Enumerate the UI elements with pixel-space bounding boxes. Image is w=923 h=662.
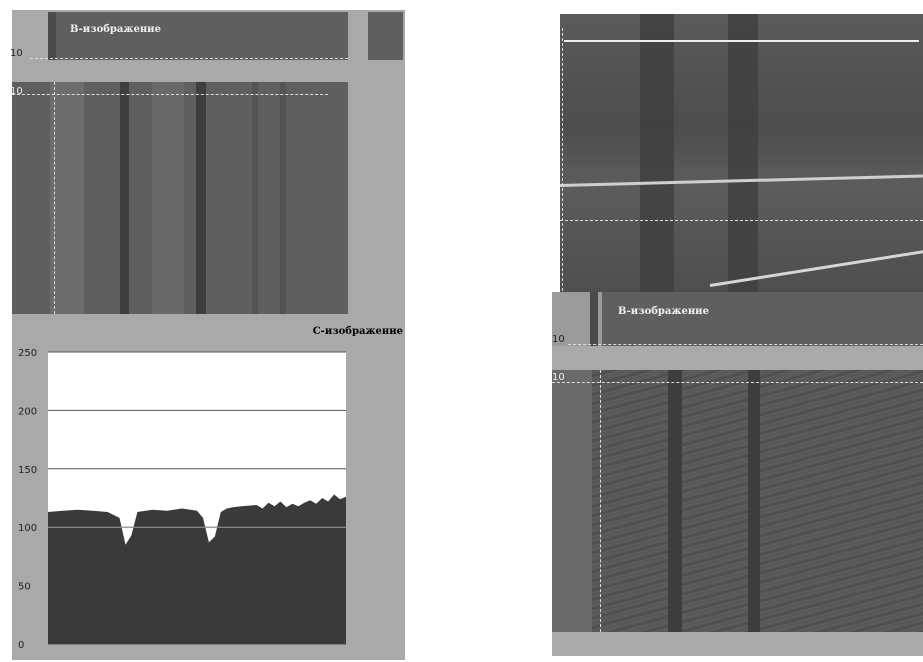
- right-b-scan-left-gate: [562, 28, 563, 296]
- right-b-scan-top-line: [564, 40, 919, 42]
- right-c-scan-depth-marker: 10: [552, 372, 565, 383]
- right-panel: B-изображение 10 10: [552, 10, 923, 660]
- right-c-scan-shadow-1: [668, 370, 682, 632]
- left-c-scan-label: C-изображение: [312, 326, 403, 337]
- right-b-scan-header: B-изображение: [552, 292, 923, 346]
- chart-y-tick-label: 200: [18, 406, 37, 417]
- chart-y-tick-label: 50: [18, 582, 31, 593]
- right-b-scan-shadow-1: [640, 14, 674, 296]
- left-c-scan-image: [12, 82, 348, 314]
- left-c-scan-band-1: [50, 82, 84, 314]
- left-c-scan-stripe-1: [120, 82, 129, 314]
- left-b-scan-depth-marker: 10: [10, 48, 23, 59]
- left-c-scan-stripe-2: [196, 82, 206, 314]
- chart-area-series: [48, 494, 346, 644]
- left-b-scan-depth-line: [30, 58, 348, 59]
- left-panel: B-изображение 10 10 C-изображение 250 200…: [10, 10, 405, 660]
- amplitude-chart-svg: 250 200 150 100 50 0: [18, 348, 346, 651]
- left-c-scan-depth-line: [12, 94, 328, 95]
- right-c-scan-shadow-2: [748, 370, 760, 632]
- chart-y-tick-label: 100: [18, 523, 37, 534]
- left-b-scan-label: B-изображение: [70, 24, 161, 35]
- right-c-scan-image: [552, 370, 923, 632]
- left-c-scan-gate-line: [54, 82, 55, 314]
- right-b-scan-depth-line: [568, 344, 923, 345]
- right-c-scan-gate-line: [600, 370, 601, 632]
- right-c-scan-depth-line: [552, 382, 923, 383]
- amplitude-chart: 250 200 150 100 50 0: [12, 344, 348, 654]
- chart-y-tick-label: 150: [18, 465, 37, 476]
- right-b-scan-title-bar: B-изображение: [602, 292, 923, 346]
- chart-y-tick-label: 0: [18, 640, 24, 651]
- right-bottom-strip: [552, 632, 923, 656]
- left-b-scan-header-side: [368, 12, 403, 60]
- right-b-scan-depth-marker: 10: [552, 334, 565, 345]
- left-c-scan-stripe-4: [280, 82, 286, 314]
- left-c-scan-depth-marker: 10: [10, 86, 23, 97]
- right-b-scan-gate-line: [560, 220, 923, 221]
- right-spacer: [552, 346, 923, 370]
- left-c-scan-band-2: [152, 82, 184, 314]
- right-b-scan-label: B-изображение: [618, 306, 709, 317]
- right-b-scan-ruler: [590, 292, 598, 346]
- left-b-scan-header: B-изображение: [48, 12, 348, 60]
- chart-y-tick-label: 250: [18, 348, 37, 359]
- right-b-scan-shadow-2: [728, 14, 758, 296]
- right-b-scan-image: [560, 14, 923, 296]
- left-b-scan-header-ruler: [48, 12, 56, 60]
- left-c-scan-stripe-3: [252, 82, 258, 314]
